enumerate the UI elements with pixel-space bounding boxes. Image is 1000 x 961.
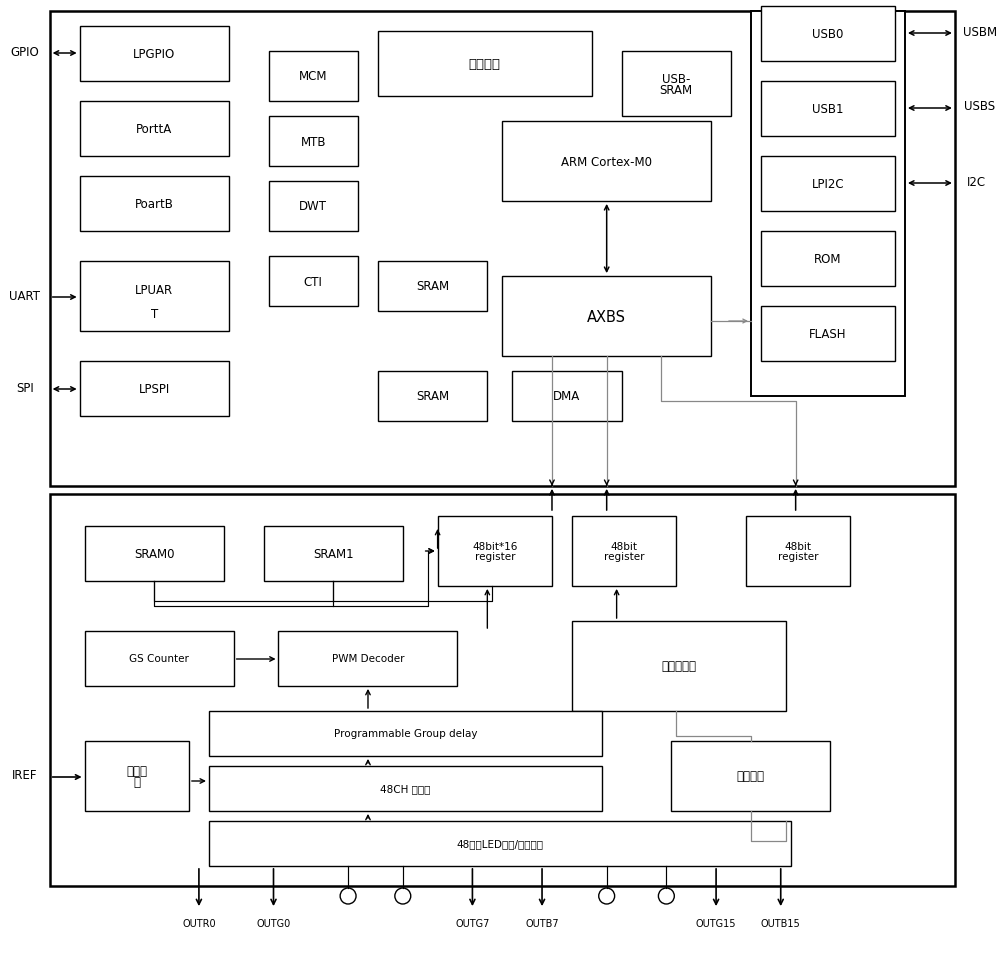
Text: OUTB15: OUTB15 xyxy=(761,918,801,928)
Bar xyxy=(80,261,229,332)
Text: UART: UART xyxy=(9,289,40,302)
Bar xyxy=(269,257,358,307)
Text: MTB: MTB xyxy=(301,136,326,148)
Bar xyxy=(378,372,487,422)
Text: SPI: SPI xyxy=(16,382,34,394)
Text: DWT: DWT xyxy=(299,200,327,213)
Bar xyxy=(761,232,895,286)
Bar xyxy=(761,157,895,211)
Text: GPIO: GPIO xyxy=(10,45,39,59)
Text: ARM Cortex-M0: ARM Cortex-M0 xyxy=(561,156,652,168)
Text: 测试电源: 测试电源 xyxy=(737,770,765,782)
Bar xyxy=(269,182,358,232)
Bar xyxy=(80,27,229,82)
Text: Programmable Group delay: Programmable Group delay xyxy=(334,728,477,739)
Bar xyxy=(671,741,830,811)
Text: LPGPIO: LPGPIO xyxy=(133,48,175,61)
Text: 48bit: 48bit xyxy=(785,541,812,551)
Text: T: T xyxy=(151,308,158,320)
Bar xyxy=(80,361,229,416)
Text: AXBS: AXBS xyxy=(587,309,626,324)
Text: ROM: ROM xyxy=(814,253,842,266)
Bar xyxy=(572,516,676,586)
Bar xyxy=(378,261,487,311)
Bar xyxy=(269,117,358,167)
Text: MCM: MCM xyxy=(299,70,328,84)
Bar xyxy=(438,516,552,586)
Bar xyxy=(761,7,895,62)
Text: USB0: USB0 xyxy=(812,28,844,41)
Bar xyxy=(278,631,457,686)
Text: PWM Decoder: PWM Decoder xyxy=(332,653,404,664)
Text: OUTG7: OUTG7 xyxy=(455,918,490,928)
Text: OUTR0: OUTR0 xyxy=(182,918,216,928)
Bar xyxy=(50,12,955,486)
Text: CTI: CTI xyxy=(304,275,323,288)
Bar xyxy=(80,102,229,157)
Text: I2C: I2C xyxy=(967,175,986,188)
Text: 48通道LED开路/断路检测: 48通道LED开路/断路检测 xyxy=(456,839,543,849)
Text: FLASH: FLASH xyxy=(809,328,847,340)
Bar xyxy=(209,711,602,756)
Bar xyxy=(378,32,592,97)
Bar xyxy=(85,631,234,686)
Text: SRAM0: SRAM0 xyxy=(134,548,174,560)
Text: LPI2C: LPI2C xyxy=(812,178,844,191)
Text: USB1: USB1 xyxy=(812,103,844,116)
Text: OUTB7: OUTB7 xyxy=(525,918,559,928)
Text: 48bit*16: 48bit*16 xyxy=(472,541,517,551)
Text: 控制状态机: 控制状态机 xyxy=(661,660,696,673)
Text: SRAM: SRAM xyxy=(660,84,693,96)
Text: 48bit: 48bit xyxy=(611,541,638,551)
Text: USBS: USBS xyxy=(964,100,995,113)
Text: LPSPI: LPSPI xyxy=(139,382,170,396)
Bar xyxy=(85,527,224,581)
Bar xyxy=(50,495,955,886)
Text: SRAM: SRAM xyxy=(416,390,449,403)
Text: 电源管理: 电源管理 xyxy=(469,58,501,71)
Bar xyxy=(80,177,229,232)
Text: register: register xyxy=(475,552,515,562)
Text: GS Counter: GS Counter xyxy=(129,653,189,664)
Bar xyxy=(761,307,895,361)
Bar xyxy=(746,516,850,586)
Text: 制: 制 xyxy=(133,776,140,788)
Text: USBM: USBM xyxy=(963,26,997,38)
Bar xyxy=(209,766,602,811)
Text: PorttA: PorttA xyxy=(136,123,172,136)
Text: DMA: DMA xyxy=(553,390,581,403)
Text: OUTG0: OUTG0 xyxy=(256,918,291,928)
Text: register: register xyxy=(778,552,818,562)
Bar xyxy=(502,122,711,202)
Text: SRAM1: SRAM1 xyxy=(313,548,353,560)
Text: LPUAR: LPUAR xyxy=(135,283,173,296)
Bar xyxy=(751,12,905,397)
Text: OUTG15: OUTG15 xyxy=(696,918,736,928)
Text: USB-: USB- xyxy=(662,72,690,86)
Bar xyxy=(269,52,358,102)
Text: PoartB: PoartB xyxy=(135,198,174,210)
Bar xyxy=(209,821,791,866)
Bar xyxy=(502,277,711,357)
Text: 48CH 恒流源: 48CH 恒流源 xyxy=(380,783,430,794)
Text: register: register xyxy=(604,552,644,562)
Bar xyxy=(572,622,786,711)
Bar xyxy=(85,741,189,811)
Bar xyxy=(512,372,622,422)
Text: 电流控: 电流控 xyxy=(126,764,147,777)
Text: SRAM: SRAM xyxy=(416,281,449,293)
Bar xyxy=(622,52,731,117)
Bar xyxy=(761,82,895,136)
Text: IREF: IREF xyxy=(12,769,38,781)
Bar xyxy=(264,527,403,581)
